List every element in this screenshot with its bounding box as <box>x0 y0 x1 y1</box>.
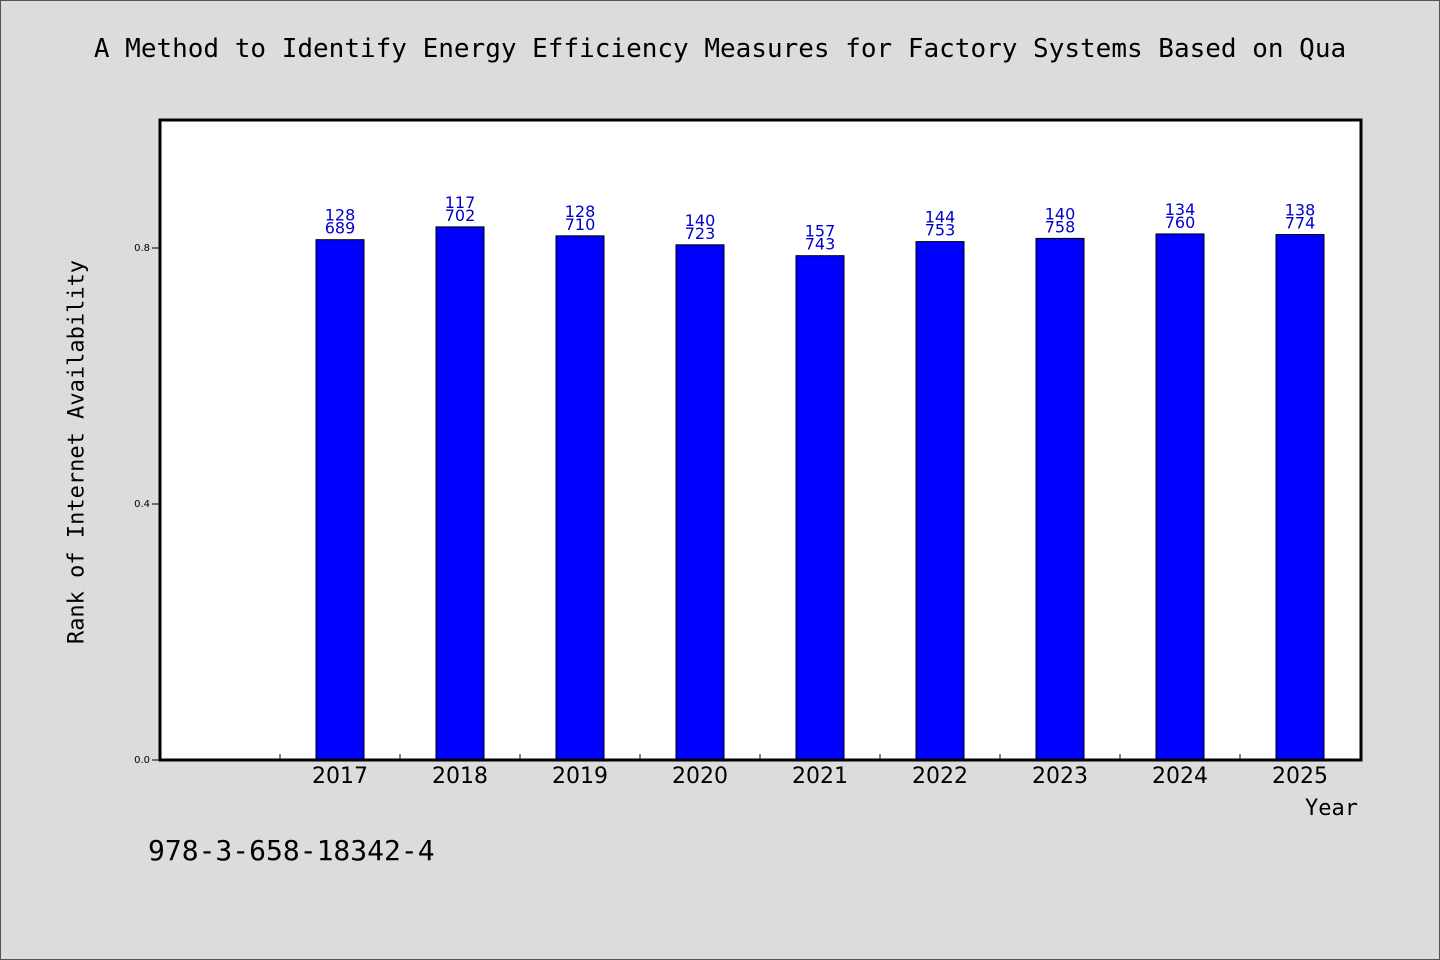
bar-label-bottom: 758 <box>1045 217 1076 236</box>
x-tick-label: 2017 <box>312 764 368 789</box>
y-tick-label: 0.4 <box>134 499 150 510</box>
x-tick-label: 2018 <box>432 764 488 789</box>
bar-label-bottom: 774 <box>1285 214 1316 233</box>
x-tick-label: 2019 <box>552 764 608 789</box>
bar <box>795 255 845 761</box>
chart-title: A Method to Identify Energy Efficiency M… <box>93 34 1347 64</box>
x-tick-label: 2020 <box>672 764 728 789</box>
x-axis-label: Year <box>1305 796 1358 821</box>
bar-label-top: 140 <box>1045 204 1076 223</box>
bar-label-bottom: 753 <box>925 221 956 240</box>
bar <box>1035 237 1085 761</box>
bar-label-top: 128 <box>325 206 356 225</box>
bar-label-bottom: 710 <box>565 215 596 234</box>
bar-label-top: 144 <box>925 208 956 227</box>
bar <box>1275 234 1325 761</box>
x-tick-label: 2022 <box>912 764 968 789</box>
x-tick-label: 2023 <box>1032 764 1088 789</box>
isbn-text: 978-3-658-18342-4 <box>148 834 435 867</box>
bar-label-top: 157 <box>805 222 836 241</box>
bar-label-top: 140 <box>685 211 716 230</box>
bar <box>435 226 485 761</box>
bar-label-top: 128 <box>565 202 596 221</box>
bar-label-top: 134 <box>1165 200 1196 219</box>
bar-label-bottom: 723 <box>685 224 716 243</box>
bar <box>915 241 965 761</box>
x-tick-label: 2025 <box>1272 764 1328 789</box>
x-tick-label: 2024 <box>1152 764 1208 789</box>
y-tick-label: 0.8 <box>134 243 150 254</box>
x-tick-label: 2021 <box>792 764 848 789</box>
bar-label-bottom: 702 <box>445 206 476 225</box>
bar-label-top: 117 <box>445 193 476 212</box>
bar-label-top: 138 <box>1285 201 1316 220</box>
plot-border <box>158 118 1363 762</box>
bar-label-bottom: 743 <box>805 235 836 254</box>
y-tick-label: 0.0 <box>134 755 150 766</box>
bar <box>675 244 725 761</box>
bar <box>1155 233 1205 761</box>
bar-label-bottom: 760 <box>1165 213 1196 232</box>
bar <box>555 235 605 761</box>
bar-label-bottom: 689 <box>325 219 356 238</box>
bar <box>315 239 365 761</box>
